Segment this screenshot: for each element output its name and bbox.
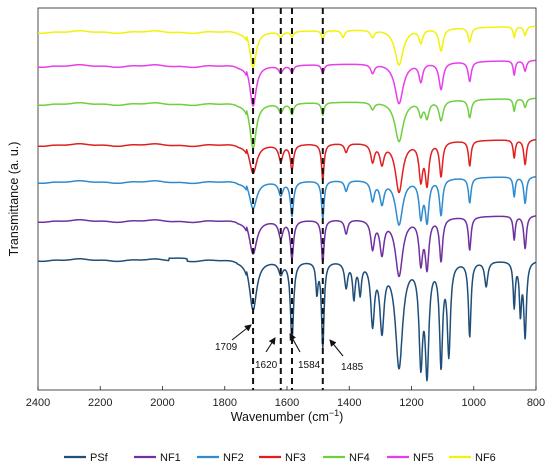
- x-tick-label: 1000: [462, 397, 486, 409]
- series-line-nf4: [37, 97, 536, 150]
- legend-label-nf2: NF2: [223, 452, 244, 464]
- legend: PSf NF1 NF2 NF3 NF4 NF5 NF6: [64, 452, 496, 464]
- legend-label-nf1: NF1: [160, 452, 181, 464]
- x-tick-label: 1800: [213, 397, 237, 409]
- annotation-label-1709: 1709: [215, 342, 238, 353]
- plot-area: [37, 7, 537, 391]
- x-axis-title-main: Wavenumber (cm: [231, 410, 329, 424]
- series-layer: [37, 25, 536, 382]
- x-tick-label: 800: [527, 397, 545, 409]
- x-axis-ticks: 2400 2200 2000 1800 1600 1400 1200 1000 800: [26, 386, 545, 409]
- series-line-nf5: [37, 59, 536, 107]
- annotations: 1709 1620 1584 1485: [215, 324, 364, 373]
- legend-label-psf: PSf: [90, 452, 109, 464]
- annotation-label-1584: 1584: [298, 360, 321, 371]
- reference-lines: [252, 8, 324, 390]
- annotation-arrow: [289, 333, 301, 353]
- annotation-arrow: [329, 339, 344, 357]
- series-line-nf1: [37, 215, 536, 278]
- plot-frame: [37, 7, 537, 391]
- x-axis-title: Wavenumber (cm−1): [231, 408, 344, 424]
- series-line-nf6: [37, 25, 536, 69]
- series-line-psf: [37, 257, 536, 382]
- legend-label-nf4: NF4: [349, 452, 370, 464]
- x-tick-label: 2400: [26, 397, 50, 409]
- x-tick-label: 1600: [275, 397, 299, 409]
- legend-label-nf5: NF5: [413, 452, 434, 464]
- x-tick-label: 1200: [399, 397, 423, 409]
- annotation-label-1485: 1485: [341, 362, 364, 373]
- annotation-arrow: [231, 324, 252, 341]
- y-axis-title: Transmittance (a. u.): [7, 142, 21, 257]
- x-axis-title-close: ): [339, 410, 343, 424]
- x-axis-title-sup: −1: [329, 408, 339, 418]
- series-line-nf2: [37, 176, 536, 226]
- annotation-label-1620: 1620: [255, 360, 278, 371]
- series-line-nf3: [37, 138, 536, 194]
- x-tick-label: 1400: [337, 397, 361, 409]
- legend-label-nf3: NF3: [285, 452, 306, 464]
- legend-label-nf6: NF6: [475, 452, 496, 464]
- x-tick-label: 2000: [150, 397, 174, 409]
- annotation-arrow: [265, 337, 276, 353]
- x-tick-label: 2200: [88, 397, 112, 409]
